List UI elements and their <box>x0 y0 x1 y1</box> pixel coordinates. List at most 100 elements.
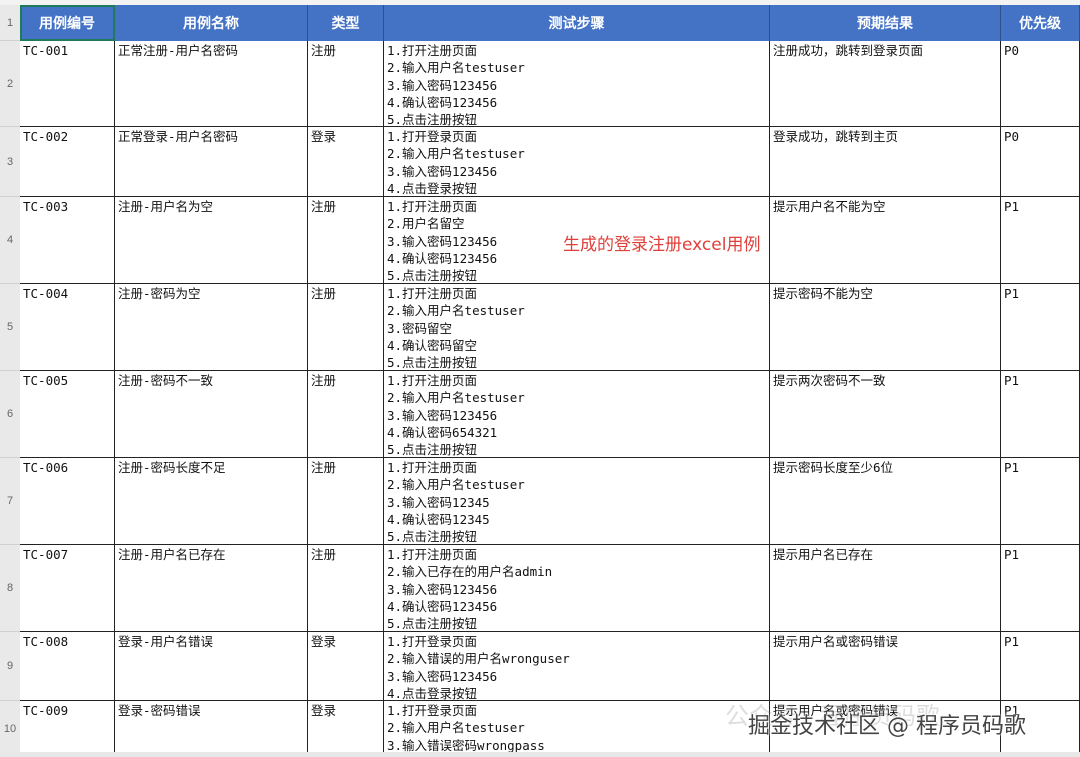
step-line: 2.输入用户名testuser <box>387 146 525 162</box>
row-header[interactable]: 6 <box>0 371 20 458</box>
step-line: 1.打开注册页面 <box>387 373 478 388</box>
cell-test-steps[interactable]: 1.打开注册页面 2.输入已存在的用户名admin 3.输入密码123456 4.确认… <box>384 545 770 632</box>
step-line: 3.输入密码123456 <box>387 668 498 684</box>
step-line: 1.打开登录页面 <box>387 703 478 718</box>
step-line: 2.输入用户名testuser <box>387 477 525 493</box>
step-line: 5.点击注册按钮 <box>387 616 478 632</box>
cell-priority[interactable]: P0 <box>1001 127 1080 197</box>
cell-case-id[interactable]: TC-003 <box>20 197 115 284</box>
step-line: 3.输入密码123456 <box>387 581 498 597</box>
cell-case-id[interactable]: TC-002 <box>20 127 115 197</box>
column-header-priority[interactable]: 优先级 <box>1001 5 1080 41</box>
cell-case-name[interactable]: 注册-密码长度不足 <box>115 458 308 545</box>
cell-test-steps[interactable]: 1.打开注册页面 2.输入用户名testuser 3.输入密码123456 4.确认密… <box>384 371 770 458</box>
step-line: 1.打开注册页面 <box>387 547 478 562</box>
cell-case-type[interactable]: 注册 <box>308 458 384 545</box>
row-header[interactable]: 9 <box>0 632 20 701</box>
step-line: 2.输入已存在的用户名admin <box>387 564 553 580</box>
cell-case-id[interactable]: TC-007 <box>20 545 115 632</box>
row-header[interactable]: 2 <box>0 41 20 127</box>
cell-expected-result[interactable]: 提示用户名不能为空 <box>770 197 1001 284</box>
step-line: 2.输入用户名testuser <box>387 390 525 406</box>
column-header-test-steps[interactable]: 测试步骤 <box>384 5 770 41</box>
cell-test-steps[interactable]: 1.打开登录页面 2.输入用户名testuser 3.输入错误密码wrongpass <box>384 701 770 757</box>
cell-priority[interactable]: P1 <box>1001 284 1080 371</box>
column-header-expected-result[interactable]: 预期结果 <box>770 5 1001 41</box>
cell-expected-result[interactable]: 登录成功，跳转到主页 <box>770 127 1001 197</box>
step-line: 1.打开注册页面 <box>387 43 478 58</box>
step-line: 4.确认密码12345 <box>387 511 490 527</box>
row-header[interactable]: 5 <box>0 284 20 371</box>
cell-case-id[interactable]: TC-009 <box>20 701 115 757</box>
cell-case-id[interactable]: TC-001 <box>20 41 115 127</box>
step-line: 2.输入用户名testuser <box>387 720 525 736</box>
cell-test-steps[interactable]: 1.打开登录页面 2.输入错误的用户名wronguser 3.输入密码123456 4… <box>384 632 770 701</box>
row-header[interactable]: 7 <box>0 458 20 545</box>
cell-case-type[interactable]: 注册 <box>308 284 384 371</box>
cell-expected-result[interactable]: 提示密码长度至少6位 <box>770 458 1001 545</box>
step-line: 3.输入密码123456 <box>387 163 498 179</box>
cell-case-type[interactable]: 登录 <box>308 127 384 197</box>
step-line: 4.确认密码654321 <box>387 424 498 440</box>
step-line: 2.输入用户名testuser <box>387 60 525 76</box>
step-line: 2.输入用户名testuser <box>387 303 525 319</box>
cell-case-name[interactable]: 登录-密码错误 <box>115 701 308 757</box>
cell-test-steps[interactable]: 1.打开注册页面 2.输入用户名testuser 3.输入密码12345 4.确认密码… <box>384 458 770 545</box>
horizontal-scrollbar[interactable] <box>0 752 1080 757</box>
cell-expected-result[interactable]: 提示用户名已存在 <box>770 545 1001 632</box>
step-line: 3.输入密码123456 <box>387 77 498 93</box>
cell-priority[interactable]: P1 <box>1001 197 1080 284</box>
step-line: 1.打开注册页面 <box>387 286 478 301</box>
cell-case-type[interactable]: 注册 <box>308 41 384 127</box>
step-line: 5.点击注册按钮 <box>387 529 478 545</box>
cell-test-steps[interactable]: 1.打开登录页面 2.输入用户名testuser 3.输入密码123456 4.点击登… <box>384 127 770 197</box>
cell-expected-result[interactable]: 提示用户名或密码错误 <box>770 632 1001 701</box>
cell-case-id[interactable]: TC-006 <box>20 458 115 545</box>
cell-case-name[interactable]: 注册-密码不一致 <box>115 371 308 458</box>
cell-case-name[interactable]: 正常注册-用户名密码 <box>115 41 308 127</box>
step-line: 5.点击注册按钮 <box>387 355 478 371</box>
cell-case-id[interactable]: TC-008 <box>20 632 115 701</box>
row-header[interactable]: 1 <box>0 5 20 41</box>
step-line: 3.输入错误密码wrongpass <box>387 737 545 753</box>
cell-priority[interactable]: P0 <box>1001 41 1080 127</box>
cell-case-id[interactable]: TC-005 <box>20 371 115 458</box>
cell-expected-result[interactable]: 提示两次密码不一致 <box>770 371 1001 458</box>
cell-expected-result[interactable]: 注册成功，跳转到登录页面 <box>770 41 1001 127</box>
column-header-case-name[interactable]: 用例名称 <box>115 5 308 41</box>
step-line: 5.点击注册按钮 <box>387 112 478 127</box>
step-line: 4.确认密码123456 <box>387 94 498 110</box>
cell-case-name[interactable]: 注册-用户名已存在 <box>115 545 308 632</box>
column-header-case-type[interactable]: 类型 <box>308 5 384 41</box>
cell-priority[interactable]: P1 <box>1001 458 1080 545</box>
row-header[interactable]: 3 <box>0 127 20 197</box>
row-header[interactable]: 10 <box>0 701 20 757</box>
cell-case-name[interactable]: 注册-用户名为空 <box>115 197 308 284</box>
step-line: 2.输入错误的用户名wronguser <box>387 651 570 667</box>
cell-case-type[interactable]: 注册 <box>308 197 384 284</box>
row-header[interactable]: 4 <box>0 197 20 284</box>
cell-case-name[interactable]: 登录-用户名错误 <box>115 632 308 701</box>
cell-case-type[interactable]: 登录 <box>308 632 384 701</box>
cell-case-type[interactable]: 注册 <box>308 371 384 458</box>
cell-case-name[interactable]: 正常登录-用户名密码 <box>115 127 308 197</box>
cell-test-steps[interactable]: 1.打开注册页面 2.输入用户名testuser 3.输入密码123456 4.确认密… <box>384 41 770 127</box>
step-line: 1.打开注册页面 <box>387 460 478 475</box>
column-header-case-id[interactable]: 用例编号 <box>20 5 115 41</box>
cell-test-steps[interactable]: 1.打开注册页面 2.输入用户名testuser 3.密码留空 4.确认密码留空 5.点… <box>384 284 770 371</box>
cell-priority[interactable]: P1 <box>1001 371 1080 458</box>
cell-case-type[interactable]: 注册 <box>308 545 384 632</box>
step-line: 1.打开登录页面 <box>387 129 478 144</box>
step-line: 4.确认密码留空 <box>387 337 478 353</box>
cell-priority[interactable]: P1 <box>1001 545 1080 632</box>
cell-case-id[interactable]: TC-004 <box>20 284 115 371</box>
cell-case-type[interactable]: 登录 <box>308 701 384 757</box>
cell-test-steps[interactable]: 1.打开注册页面 2.用户名留空 3.输入密码123456 4.确认密码123456 5… <box>384 197 770 284</box>
cell-expected-result[interactable]: 提示密码不能为空 <box>770 284 1001 371</box>
cell-priority[interactable]: P1 <box>1001 632 1080 701</box>
cell-case-name[interactable]: 注册-密码为空 <box>115 284 308 371</box>
row-header[interactable]: 8 <box>0 545 20 632</box>
step-line: 4.点击登录按钮 <box>387 180 478 196</box>
step-line: 3.输入密码12345 <box>387 494 490 510</box>
step-line: 3.密码留空 <box>387 320 453 336</box>
